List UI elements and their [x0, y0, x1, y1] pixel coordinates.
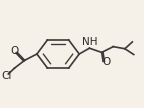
Text: O: O [11, 46, 19, 56]
Text: Cl: Cl [1, 71, 12, 81]
Text: NH: NH [82, 37, 98, 47]
Text: O: O [102, 57, 110, 67]
